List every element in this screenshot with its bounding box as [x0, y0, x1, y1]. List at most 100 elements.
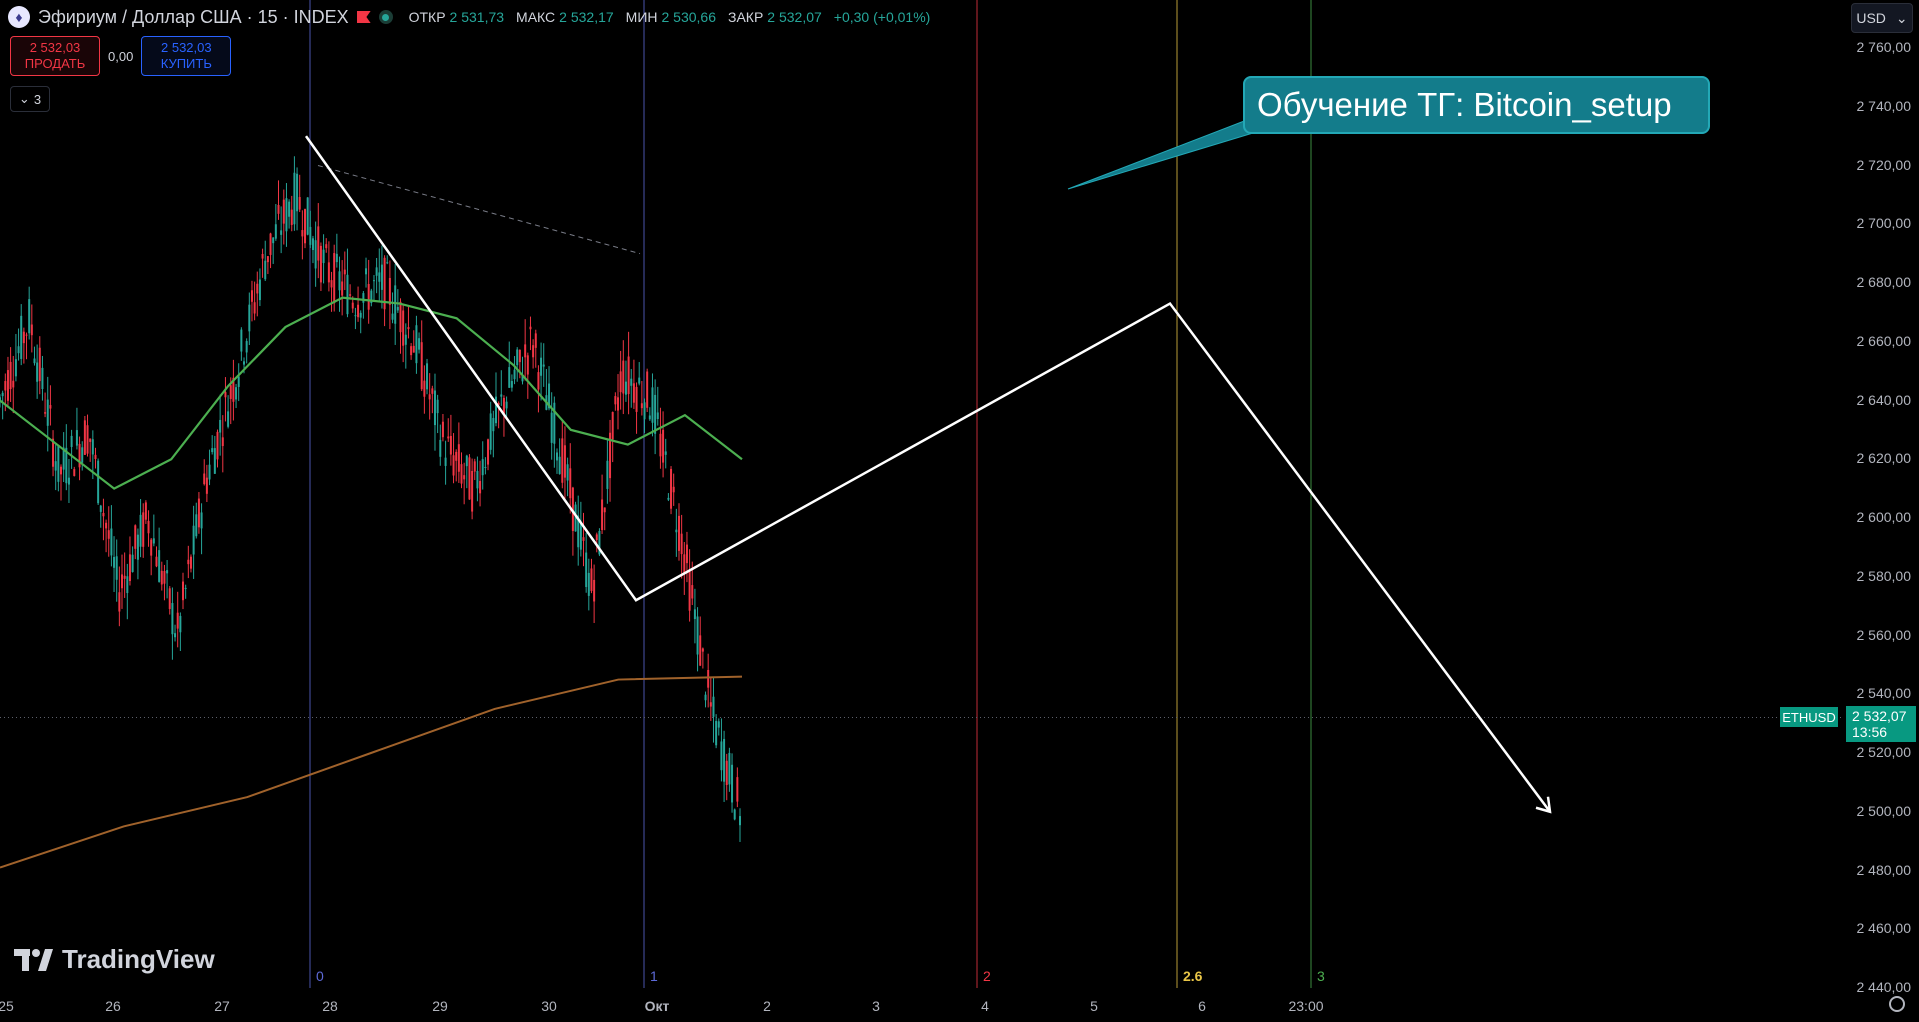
candle-body: [439, 439, 442, 457]
price-chart[interactable]: 0 1 2 2.6 3: [0, 0, 1842, 988]
candle-body: [571, 487, 574, 531]
candle-body: [404, 334, 407, 345]
candle-body: [707, 670, 710, 688]
candle-body: [136, 534, 139, 560]
candle-body: [420, 342, 423, 390]
candle-body: [94, 454, 97, 459]
candle-body: [396, 307, 399, 311]
candle-body: [378, 272, 381, 282]
candle-body: [163, 570, 166, 584]
high-label: МАКС: [516, 9, 556, 25]
candle-body: [585, 552, 588, 588]
candle-body: [158, 550, 161, 582]
candle-body: [168, 588, 171, 609]
candle-body: [44, 412, 47, 414]
open-label: ОТКР: [408, 9, 446, 25]
candle-body: [243, 361, 246, 365]
candle-body: [683, 554, 686, 575]
low-value: 2 530,66: [661, 9, 717, 25]
candle-body: [739, 816, 741, 826]
indicators-toggle-button[interactable]: ⌄ 3: [10, 86, 50, 112]
last-price-badge: 2 532,07 13:56: [1846, 706, 1916, 742]
candle-body: [550, 412, 553, 443]
candle-body: [418, 338, 421, 350]
candle-body: [410, 346, 413, 356]
candle-body: [640, 403, 643, 409]
sma-fast-line: [0, 296, 743, 490]
candle-body: [349, 294, 352, 296]
candle-body: [457, 444, 460, 472]
candle-body: [304, 209, 307, 244]
candle-body: [471, 470, 474, 512]
candle-body: [89, 438, 92, 442]
candle-body: [147, 520, 150, 534]
candle-body: [723, 738, 726, 782]
settings-icon[interactable]: [1889, 996, 1905, 1012]
candle-body: [590, 568, 593, 591]
candle-body: [709, 702, 712, 707]
time-axis[interactable]: 25 26 27 28 29 30 Окт 2 3 4 5 6 23:00: [0, 988, 1919, 1022]
candle-body: [174, 633, 177, 638]
candle-body: [319, 245, 322, 283]
price-axis[interactable]: 2 760,00 2 740,00 2 720,00 2 700,00 2 680,00…: [1842, 0, 1919, 995]
candle-body: [436, 399, 439, 414]
candle-body: [712, 696, 715, 717]
candle-body: [118, 592, 121, 612]
symbol-badge: ETHUSD: [1780, 707, 1838, 727]
candle-body: [306, 197, 309, 235]
candle-body: [99, 505, 102, 512]
close-value: 2 532,07: [767, 9, 822, 25]
candle-body: [86, 425, 89, 454]
symbol-title[interactable]: Эфириум / Доллар США · 15 · INDEX: [38, 6, 349, 27]
candle-body: [685, 544, 688, 564]
candle-body: [449, 435, 452, 455]
price-tick-label: 2 520,00: [1856, 744, 1912, 760]
candle-body: [688, 569, 691, 611]
time-tick-label: 2: [763, 998, 771, 1014]
candle-body: [561, 438, 564, 483]
status-dot-icon: [378, 10, 393, 24]
candle-body: [473, 461, 476, 472]
flag-icon[interactable]: [356, 11, 371, 23]
candle-body: [542, 364, 545, 367]
candle-body: [272, 237, 275, 244]
candle-body: [245, 341, 248, 353]
candle-body: [444, 457, 447, 466]
buy-button[interactable]: 2 532,03 КУПИТЬ: [141, 36, 232, 76]
candle-body: [134, 525, 137, 549]
fib-label: 2.6: [1183, 968, 1203, 984]
candle-body: [107, 530, 110, 539]
candle-body: [184, 587, 187, 589]
time-tick-label: 5: [1090, 998, 1098, 1014]
tradingview-logo[interactable]: TradingView: [14, 944, 215, 975]
candle-body: [160, 570, 163, 585]
candle-body: [627, 356, 630, 395]
candle-body: [736, 777, 739, 802]
candle-body: [452, 455, 455, 476]
candle-body: [717, 721, 720, 728]
candle-body: [487, 439, 490, 465]
candle-body: [285, 198, 288, 232]
candle-body: [587, 572, 590, 596]
candle-body: [582, 537, 585, 541]
candle-body: [1, 392, 4, 397]
candle-body: [606, 460, 609, 489]
candle-body: [213, 448, 216, 474]
candle-body: [643, 402, 646, 420]
candle-body: [200, 512, 203, 529]
candle-body: [481, 459, 484, 476]
currency-select[interactable]: USD ⌄: [1851, 3, 1913, 33]
candle-body: [179, 615, 182, 633]
candle-body: [555, 452, 558, 461]
candle-body: [630, 378, 633, 386]
candle-body: [428, 394, 431, 400]
candle-body: [463, 475, 466, 480]
candle-body: [237, 376, 240, 387]
candle-body: [14, 359, 17, 377]
callout-annotation[interactable]: Обучение ТГ: Bitcoin_setup: [1243, 76, 1710, 134]
candle-body: [494, 396, 497, 424]
candle-body: [426, 363, 429, 390]
sell-button[interactable]: 2 532,03 ПРОДАТЬ: [10, 36, 100, 76]
candle-body: [314, 240, 317, 269]
candle-body: [659, 433, 662, 457]
